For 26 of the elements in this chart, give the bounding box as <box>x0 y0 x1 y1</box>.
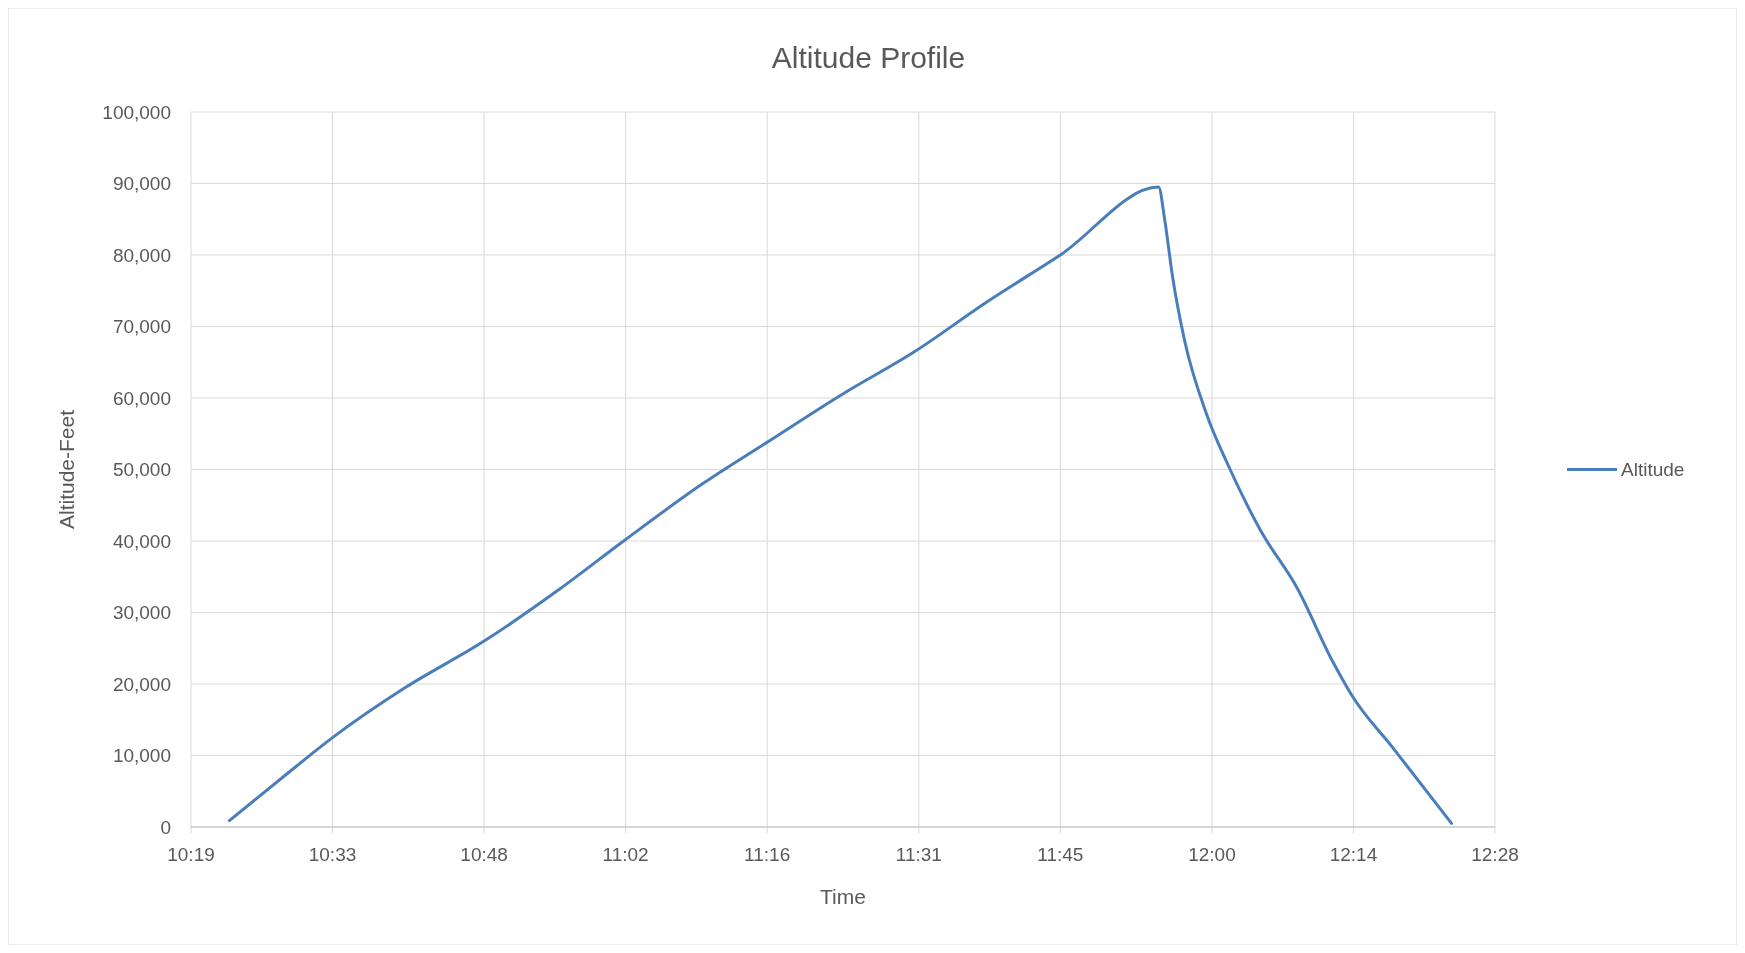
y-tick-label: 0 <box>160 816 171 838</box>
y-tick-label: 70,000 <box>112 316 171 338</box>
x-tick-label: 10:33 <box>308 844 357 865</box>
y-tick-label: 10,000 <box>112 745 171 767</box>
x-tick-label: 11:31 <box>895 844 942 865</box>
y-tick-label: 80,000 <box>112 244 171 266</box>
y-tick-label: 20,000 <box>112 673 171 695</box>
x-tick-label: 12:14 <box>1329 844 1378 865</box>
chart-title: Altitude Profile <box>771 41 966 74</box>
y-tick-label: 40,000 <box>112 530 171 552</box>
x-tick-label: 10:19 <box>167 844 215 865</box>
y-tick-label: 30,000 <box>112 602 171 624</box>
legend-label: Altitude <box>1621 459 1685 481</box>
y-tick-label: 60,000 <box>112 387 171 409</box>
y-tick-label: 100,000 <box>102 101 171 123</box>
x-tick-label: 11:16 <box>744 844 791 865</box>
y-tick-label: 50,000 <box>112 459 171 481</box>
x-tick-label: 11:45 <box>1037 844 1084 865</box>
x-axis-title: Time <box>820 885 866 908</box>
x-tick-label: 11:02 <box>602 844 649 865</box>
x-tick-label: 12:00 <box>1188 844 1236 865</box>
x-tick-label: 12:28 <box>1471 844 1519 865</box>
y-axis-title: Altitude-Feet <box>55 409 78 530</box>
y-tick-label: 90,000 <box>112 173 171 195</box>
x-tick-label: 10:48 <box>460 844 508 865</box>
line-series <box>227 185 1454 825</box>
